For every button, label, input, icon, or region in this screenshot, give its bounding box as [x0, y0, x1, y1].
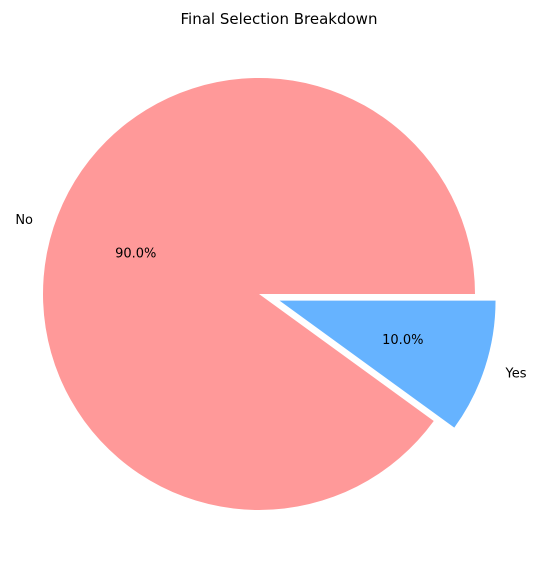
- pie-slice-no: [42, 78, 475, 511]
- slices-layer: [42, 78, 496, 511]
- labels-layer: No 90.0% Yes 10.0%: [15, 213, 526, 382]
- slice-percent-no: 90.0%: [115, 246, 156, 261]
- pie-slice-yes: [279, 300, 496, 428]
- slice-percent-yes: 10.0%: [382, 333, 423, 348]
- slice-label-no: No: [15, 213, 33, 228]
- slice-label-yes: Yes: [505, 367, 527, 382]
- chart-title: Final Selection Breakdown: [181, 10, 378, 28]
